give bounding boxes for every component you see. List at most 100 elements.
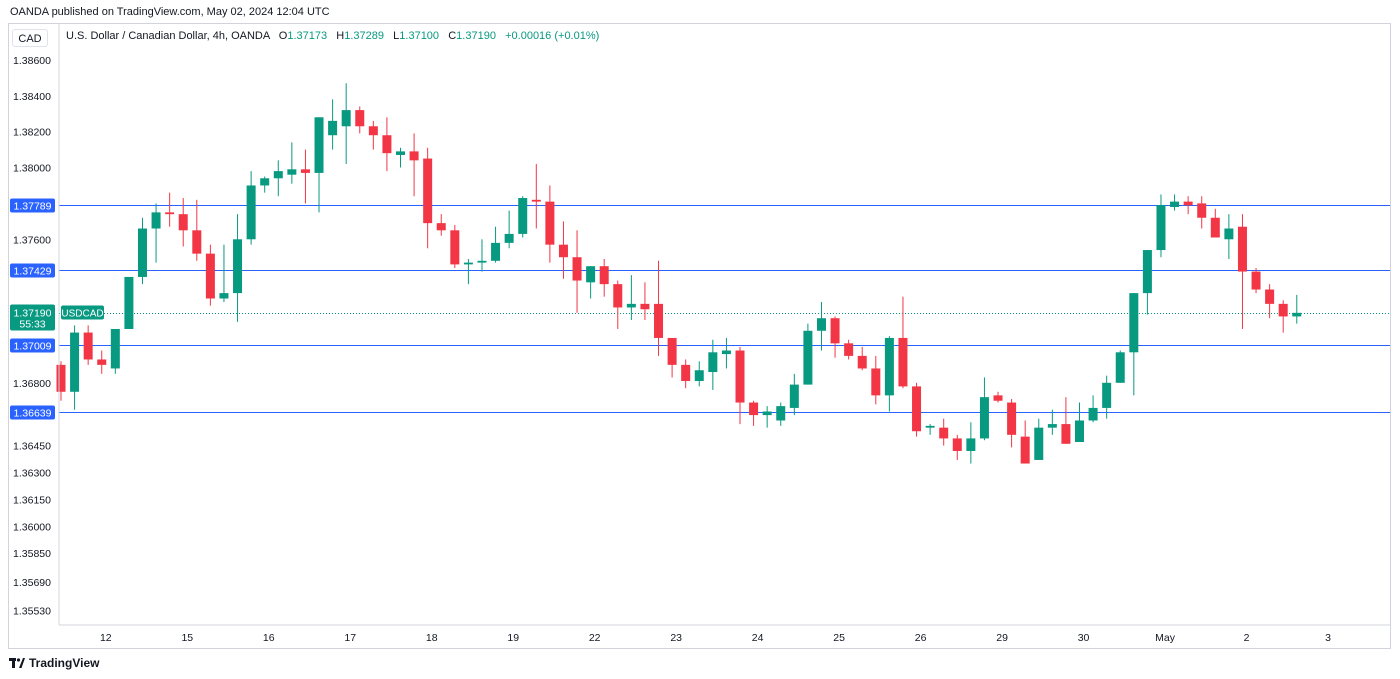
candle-body [749, 402, 759, 416]
price-tick-label: 1.37600 [13, 234, 51, 246]
candle-body [993, 395, 1003, 401]
candle-body [1007, 402, 1017, 435]
candle-body [83, 332, 93, 360]
legend-open-label: O [278, 30, 288, 42]
candle-body [1292, 312, 1302, 317]
price-tick-label: 1.35690 [13, 577, 51, 589]
time-tick-label: 3 [1325, 632, 1331, 644]
candle-body [925, 425, 935, 428]
countdown-label: 55:33 [19, 319, 45, 331]
tags-layer: 1.37789 1.37429 1.37009 1.36639 1.3719055:33… [10, 198, 104, 420]
current-price-tag [10, 304, 55, 331]
candle-body [857, 355, 867, 369]
price-tick-label: 1.35850 [13, 548, 51, 560]
level-tag [10, 198, 55, 213]
price-tick-label: 1.36150 [13, 494, 51, 506]
candle-body [572, 257, 582, 281]
legend-open: 1.37173 [287, 30, 328, 42]
candle-body [368, 126, 378, 136]
candle-body [518, 198, 528, 234]
candle-body [1115, 352, 1125, 383]
legend-change: +0.00016 (+0.01%) [505, 30, 600, 42]
candle-body [110, 328, 120, 369]
currency-tag[interactable]: CAD [12, 29, 48, 47]
candle-body [613, 284, 623, 308]
candle-body [654, 303, 664, 338]
candle-body [124, 276, 134, 329]
candle-body [1278, 303, 1288, 317]
candle-body [165, 212, 175, 215]
symbol-tag [61, 305, 104, 320]
candle-body [1237, 226, 1247, 272]
candle-body [1183, 201, 1193, 206]
candle-body [192, 230, 202, 254]
candle-body [341, 110, 351, 127]
legend-high: 1.37289 [344, 30, 384, 42]
candle-body [531, 199, 541, 202]
candle-body [260, 178, 270, 186]
candle-body [382, 135, 392, 154]
candle-body [558, 244, 568, 258]
candle-body [830, 318, 840, 344]
time-tick-label: 19 [507, 632, 519, 644]
candle-body [803, 330, 813, 385]
time-tick-label: 24 [752, 632, 764, 644]
time-tick-label: 22 [589, 632, 601, 644]
time-tick-label: 25 [833, 632, 845, 644]
candle-body [477, 260, 487, 263]
levels-layer [59, 205, 1390, 413]
axis-layer: 1.38600 1.38400 1.38200 1.38000 1.37600 1.368… [13, 24, 1390, 644]
candle-body [816, 318, 826, 331]
time-tick-label: May [1155, 632, 1176, 644]
candle-body [789, 384, 799, 408]
candle-body [287, 169, 297, 175]
candle-body [219, 293, 229, 299]
candle-body [545, 201, 555, 245]
candle-body [1020, 436, 1030, 464]
legend-close: 1.37190 [456, 30, 496, 42]
candle-body [776, 406, 786, 421]
candle-body [463, 262, 473, 265]
time-tick-label: 23 [670, 632, 682, 644]
candle-body [151, 212, 161, 229]
candle-body [273, 171, 283, 179]
legend-high-label: H [336, 30, 345, 42]
level-tag-label: 1.37789 [14, 201, 52, 213]
candle-body [626, 303, 636, 308]
legend-low: 1.37100 [399, 30, 440, 42]
candle-body [1142, 250, 1152, 294]
candle-body [912, 386, 922, 432]
candle-body [586, 266, 596, 283]
price-tick-label: 1.36800 [13, 378, 51, 390]
time-tick-label: 18 [426, 632, 438, 644]
candle-body [871, 368, 881, 396]
candle-body [898, 337, 908, 387]
chart-frame[interactable] [8, 23, 1391, 649]
candle-body [884, 337, 894, 396]
candle-body [1251, 271, 1261, 290]
price-tick-label: 1.36000 [13, 521, 51, 533]
time-tick-label: 12 [100, 632, 112, 644]
candle-body [979, 397, 989, 439]
time-tick-label: 16 [263, 632, 275, 644]
price-tick-label: 1.38400 [13, 91, 51, 103]
candle-body [300, 169, 310, 173]
price-tick-label: 1.38000 [13, 163, 51, 175]
candle-body [1210, 217, 1220, 238]
candle-body [355, 110, 365, 127]
time-tick-label: 2 [1244, 632, 1250, 644]
publish-line: OANDA published on TradingView.com, May … [10, 6, 330, 18]
candle-body [178, 214, 188, 231]
candle-body [1034, 427, 1044, 460]
candle-body [939, 427, 949, 439]
candle-body [450, 230, 460, 265]
candle-body [1061, 424, 1071, 444]
legend-low-label: L [393, 30, 400, 42]
time-tick-label: 26 [915, 632, 927, 644]
candle-body [396, 151, 405, 155]
current-price-label: 1.37190 [14, 308, 52, 320]
symbol-tag-label: USDCAD [61, 309, 103, 320]
tradingview-logo[interactable]: TradingView [9, 656, 99, 670]
candle-body [694, 370, 704, 382]
